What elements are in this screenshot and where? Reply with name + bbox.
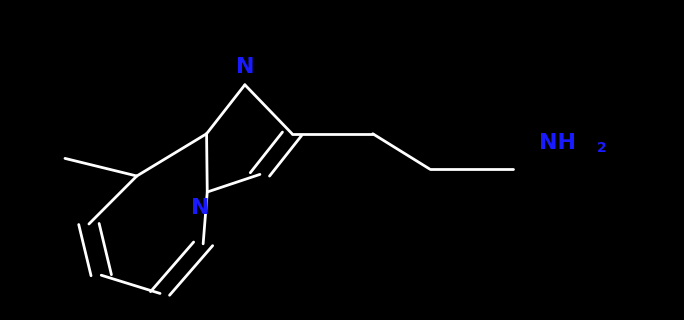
Text: 2: 2 xyxy=(597,141,607,155)
Text: NH: NH xyxy=(539,133,576,153)
Text: N: N xyxy=(191,198,210,219)
Text: N: N xyxy=(235,57,254,77)
